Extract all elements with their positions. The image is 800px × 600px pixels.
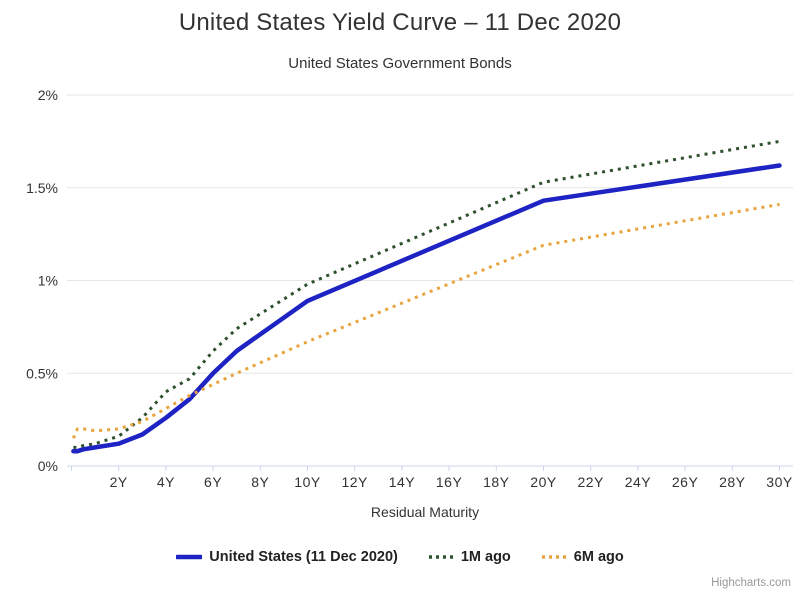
legend-item-1m-ago[interactable]: 1M ago xyxy=(428,549,511,565)
legend-label: United States (11 Dec 2020) xyxy=(209,549,398,565)
y-axis-tick-label: 1% xyxy=(38,273,58,289)
x-axis-tick-label: 16Y xyxy=(436,474,463,490)
x-axis-tick-label: 10Y xyxy=(294,474,321,490)
x-axis-tick-label: 6Y xyxy=(204,474,222,490)
x-axis-title: Residual Maturity xyxy=(371,504,479,520)
legend: United States (11 Dec 2020) 1M ago 6M ago xyxy=(0,549,800,565)
x-axis-tick-label: 24Y xyxy=(625,474,652,490)
series-line-1m-ago[interactable] xyxy=(73,139,780,449)
y-axis-tick-label: 2% xyxy=(38,87,58,103)
y-axis-tick-label: 0.5% xyxy=(26,365,58,381)
y-axis-tick-label: 0% xyxy=(38,458,58,474)
x-axis-tick-label: 22Y xyxy=(577,474,604,490)
chart-title: United States Yield Curve – 11 Dec 2020 xyxy=(178,9,622,36)
x-axis-tick-label: 12Y xyxy=(341,474,368,490)
legend-item-united-states-11-dec-2020[interactable]: United States (11 Dec 2020) xyxy=(176,549,398,565)
x-axis-tick-label: 26Y xyxy=(672,474,699,490)
x-axis-tick-label: 20Y xyxy=(530,474,557,490)
legend-label: 6M ago xyxy=(573,549,624,565)
legend-item-6m-ago[interactable]: 6M ago xyxy=(541,549,624,565)
series-line-united-states-11-dec-2020[interactable] xyxy=(71,163,782,454)
series-line-6m-ago[interactable] xyxy=(72,202,780,439)
x-axis-tick-label: 8Y xyxy=(251,474,269,490)
x-axis-tick-label: 28Y xyxy=(719,474,746,490)
legend-label: 1M ago xyxy=(460,549,511,565)
dotted-line-marker-icon xyxy=(541,555,566,559)
highcharts-credit[interactable]: Highcharts.com xyxy=(711,577,791,589)
solid-line-marker-icon xyxy=(176,554,203,560)
x-axis-tick-label: 2Y xyxy=(110,474,128,490)
chart-subtitle: United States Government Bonds xyxy=(288,55,512,72)
y-axis-tick-label: 1.5% xyxy=(26,180,58,196)
x-axis-tick-label: 4Y xyxy=(157,474,175,490)
dotted-line-marker-icon xyxy=(428,555,453,559)
x-axis-tick-label: 30Y xyxy=(766,474,793,490)
x-axis-tick-label: 18Y xyxy=(483,474,510,490)
x-axis-tick-label: 14Y xyxy=(389,474,416,490)
